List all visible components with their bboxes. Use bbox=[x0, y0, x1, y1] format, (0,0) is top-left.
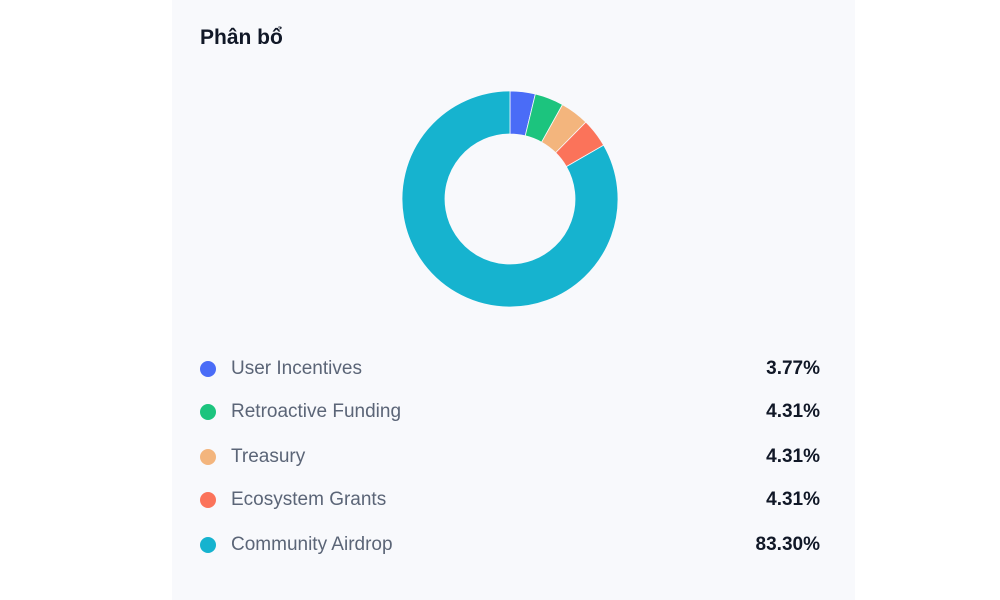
legend-dot-icon bbox=[200, 449, 216, 465]
donut-slice[interactable] bbox=[401, 90, 619, 308]
legend-label: Treasury bbox=[231, 446, 306, 467]
legend-value: 4.31% bbox=[766, 489, 820, 510]
legend-item: Treasury 4.31% bbox=[200, 445, 820, 469]
legend-label: Community Airdrop bbox=[231, 534, 393, 555]
legend-dot-icon bbox=[200, 492, 216, 508]
legend-value: 4.31% bbox=[766, 446, 820, 467]
legend-dot-icon bbox=[200, 361, 216, 377]
legend-dot-icon bbox=[200, 537, 216, 553]
donut-chart bbox=[401, 90, 619, 308]
legend-item: User Incentives 3.77% bbox=[200, 357, 820, 381]
legend-label: Retroactive Funding bbox=[231, 401, 402, 422]
legend-value: 83.30% bbox=[755, 534, 820, 555]
legend-label: User Incentives bbox=[231, 358, 362, 379]
legend-label: Ecosystem Grants bbox=[231, 489, 387, 510]
allocation-panel: Phân bổ User Incentives 3.77% Retroactiv… bbox=[172, 0, 855, 600]
legend-value: 4.31% bbox=[766, 401, 820, 422]
legend-item: Ecosystem Grants 4.31% bbox=[200, 488, 820, 512]
legend-item: Retroactive Funding 4.31% bbox=[200, 400, 820, 424]
legend-dot-icon bbox=[200, 404, 216, 420]
legend-item: Community Airdrop 83.30% bbox=[200, 533, 820, 557]
panel-title: Phân bổ bbox=[200, 26, 283, 49]
legend-value: 3.77% bbox=[766, 358, 820, 379]
